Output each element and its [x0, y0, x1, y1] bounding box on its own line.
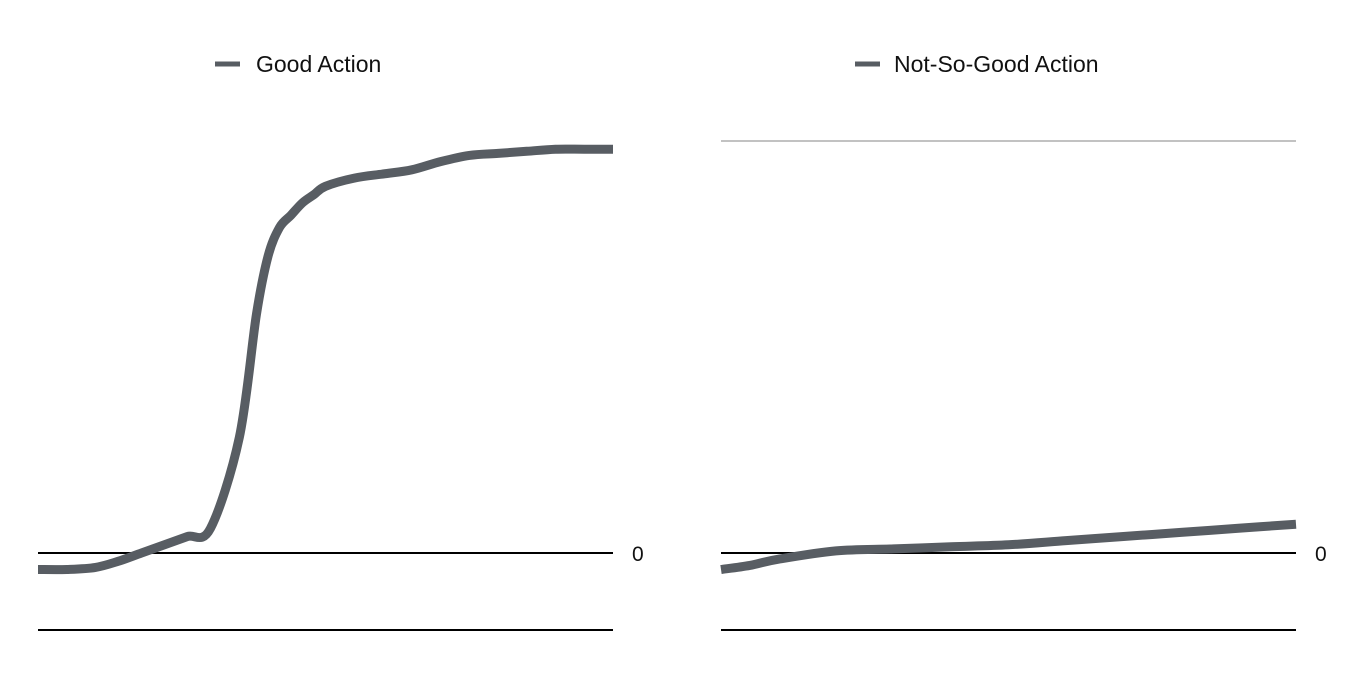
- legend-label-left: Good Action: [256, 51, 381, 77]
- chart-panel-left: Good Action 0: [37, 51, 644, 631]
- zero-tick-label-left: 0: [632, 543, 644, 566]
- legend-label-right: Not-So-Good Action: [894, 51, 1099, 77]
- series-line-good-action: [37, 144, 613, 575]
- chart-panel-right: Not-So-Good Action 0: [720, 51, 1327, 631]
- zero-tick-label-right: 0: [1315, 543, 1327, 566]
- series-line-not-so-good-action: [720, 519, 1297, 574]
